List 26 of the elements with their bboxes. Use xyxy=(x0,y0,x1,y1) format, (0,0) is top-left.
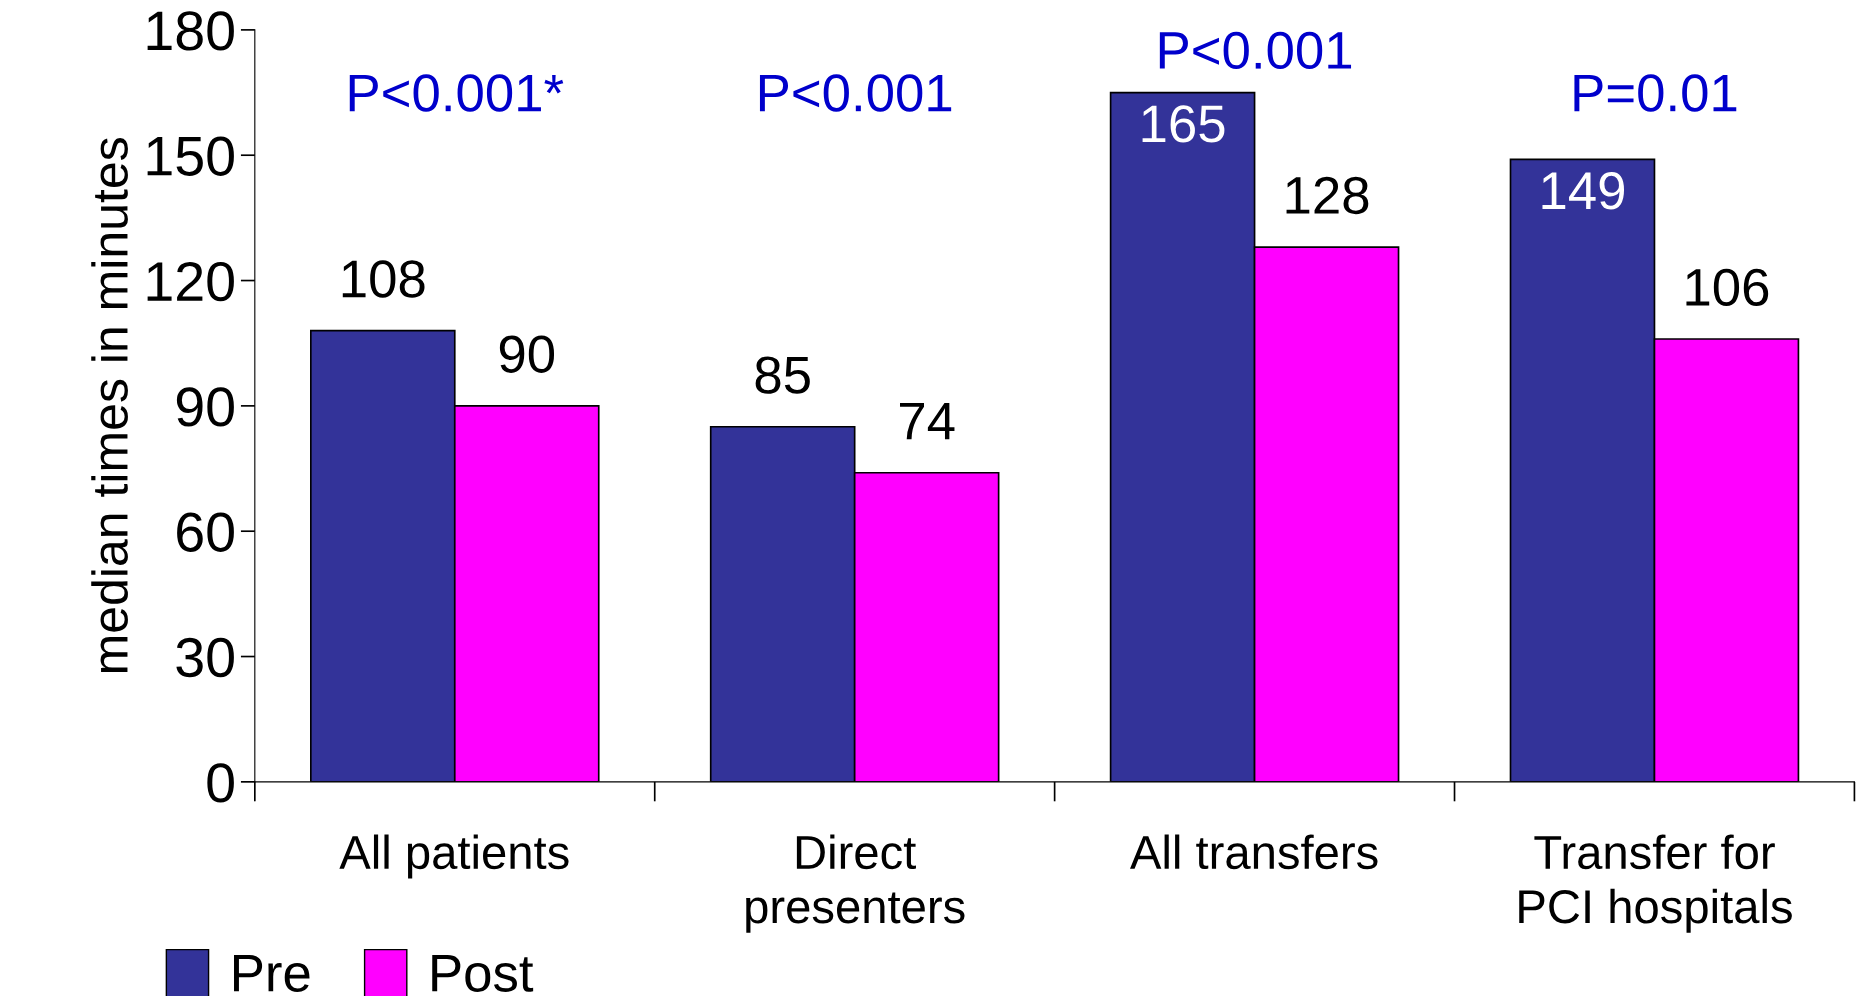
data-label: 149 xyxy=(1542,172,1625,210)
data-label: 108 xyxy=(342,260,425,298)
annotation: P<0.001* xyxy=(349,74,564,112)
data-label: 106 xyxy=(1686,268,1769,307)
annotation: P<0.001 xyxy=(1159,31,1352,70)
x-tick-label: Direct presenters xyxy=(746,834,965,933)
y-tick-label: 120 xyxy=(147,261,234,302)
annotation: P<0.001 xyxy=(759,74,952,112)
y-tick-label: 150 xyxy=(147,136,234,176)
y-axis-title: median times in minutes xyxy=(91,138,128,673)
y-tick-label: 0 xyxy=(207,763,234,803)
y-tick-label: 90 xyxy=(176,387,234,427)
y-tick-label: 180 xyxy=(147,11,234,51)
legend-label: Pre xyxy=(234,955,310,992)
x-tick-label: All transfers xyxy=(1130,834,1378,870)
annotation: P=0.01 xyxy=(1574,74,1737,112)
data-label: 128 xyxy=(1286,176,1369,215)
data-label: 85 xyxy=(755,356,810,394)
data-label: 74 xyxy=(900,402,955,440)
data-label: 90 xyxy=(499,335,555,373)
x-tick-label: Transfer for PCI hospitals xyxy=(1519,834,1792,933)
y-tick-label: 60 xyxy=(177,512,234,552)
x-tick-label: All patients xyxy=(339,834,569,879)
data-label: 165 xyxy=(1142,105,1225,143)
legend-label: Post xyxy=(432,955,534,992)
y-tick-label: 30 xyxy=(176,637,234,678)
